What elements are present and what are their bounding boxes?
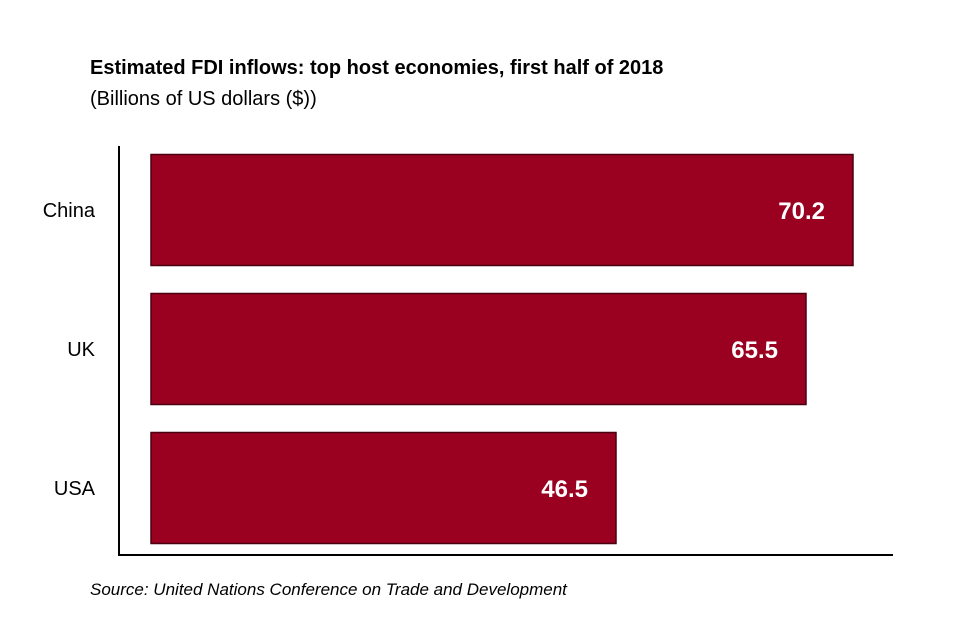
chart-title: Estimated FDI inflows: top host economie… [90,57,664,79]
category-label-china: China [43,200,96,222]
value-label-uk: 65.5 [731,337,778,364]
source-note: Source: United Nations Conference on Tra… [90,580,567,599]
bar-usa [150,431,617,545]
category-label-uk: UK [67,339,95,361]
value-label-usa: 46.5 [541,476,588,503]
category-label-usa: USA [54,478,96,500]
chart-subtitle: (Billions of US dollars ($)) [90,88,317,110]
bar-china [150,153,854,267]
bar-uk [150,292,807,406]
bars-layer: China 70.2 UK 65.5 USA 46.5 [43,153,854,545]
value-label-china: 70.2 [778,198,825,225]
